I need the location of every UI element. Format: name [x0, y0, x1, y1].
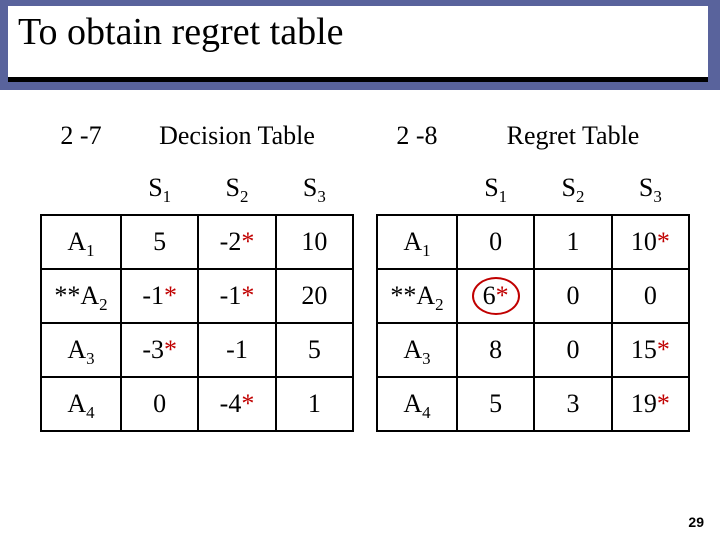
cell: -1*	[198, 269, 275, 323]
cell: 0	[457, 215, 534, 269]
row-label: A4	[377, 377, 457, 431]
cell: 3	[534, 377, 611, 431]
left-number: 2 -7	[41, 110, 121, 162]
row-label: A3	[377, 323, 457, 377]
s3-left: S3	[276, 162, 353, 215]
table-row: A4 0 -4* 1 A4 5 3 19*	[41, 377, 689, 431]
cell: 20	[276, 269, 353, 323]
title-bar: To obtain regret table	[0, 0, 720, 90]
slide-title: To obtain regret table	[18, 12, 698, 54]
s1-left: S1	[121, 162, 198, 215]
row-label: A1	[377, 215, 457, 269]
cell: 19*	[612, 377, 689, 431]
cell: 1	[534, 215, 611, 269]
cell: -1*	[121, 269, 198, 323]
row-label: **A2	[41, 269, 121, 323]
row-label: A3	[41, 323, 121, 377]
combined-table: 2 -7 Decision Table 2 -8 Regret Table S1…	[40, 110, 690, 432]
s1-right: S1	[457, 162, 534, 215]
table-row: A1 5 -2* 10 A1 0 1 10*	[41, 215, 689, 269]
page-number: 29	[688, 514, 704, 530]
table-title-row: 2 -7 Decision Table 2 -8 Regret Table	[41, 110, 689, 162]
title-inner: To obtain regret table	[8, 6, 708, 82]
cell: 0	[121, 377, 198, 431]
cell: 5	[276, 323, 353, 377]
cell: 5	[121, 215, 198, 269]
cell: 0	[534, 269, 611, 323]
cell: -2*	[198, 215, 275, 269]
row-label: A4	[41, 377, 121, 431]
cell: 15*	[612, 323, 689, 377]
cell: -1	[198, 323, 275, 377]
cell: 5	[457, 377, 534, 431]
cell: 8	[457, 323, 534, 377]
cell: 0	[534, 323, 611, 377]
s2-left: S2	[198, 162, 275, 215]
cell: 10*	[612, 215, 689, 269]
s2-right: S2	[534, 162, 611, 215]
cell: -4*	[198, 377, 275, 431]
row-label: A1	[41, 215, 121, 269]
content-area: 2 -7 Decision Table 2 -8 Regret Table S1…	[40, 110, 690, 432]
cell: -3*	[121, 323, 198, 377]
table-row: **A2 -1* -1* 20 **A2 6* 0 0	[41, 269, 689, 323]
table-row: A3 -3* -1 5 A3 8 0 15*	[41, 323, 689, 377]
slide: To obtain regret table 2 -7 Decision Tab…	[0, 0, 720, 540]
state-header-row: S1 S2 S3 S1 S2 S3	[41, 162, 689, 215]
cell: 1	[276, 377, 353, 431]
cell-circled: 6*	[457, 269, 534, 323]
cell: 10	[276, 215, 353, 269]
row-label: **A2	[377, 269, 457, 323]
s3-right: S3	[612, 162, 689, 215]
right-number: 2 -8	[377, 110, 457, 162]
regret-table-label: Regret Table	[457, 110, 689, 162]
decision-table-label: Decision Table	[121, 110, 353, 162]
cell: 0	[612, 269, 689, 323]
